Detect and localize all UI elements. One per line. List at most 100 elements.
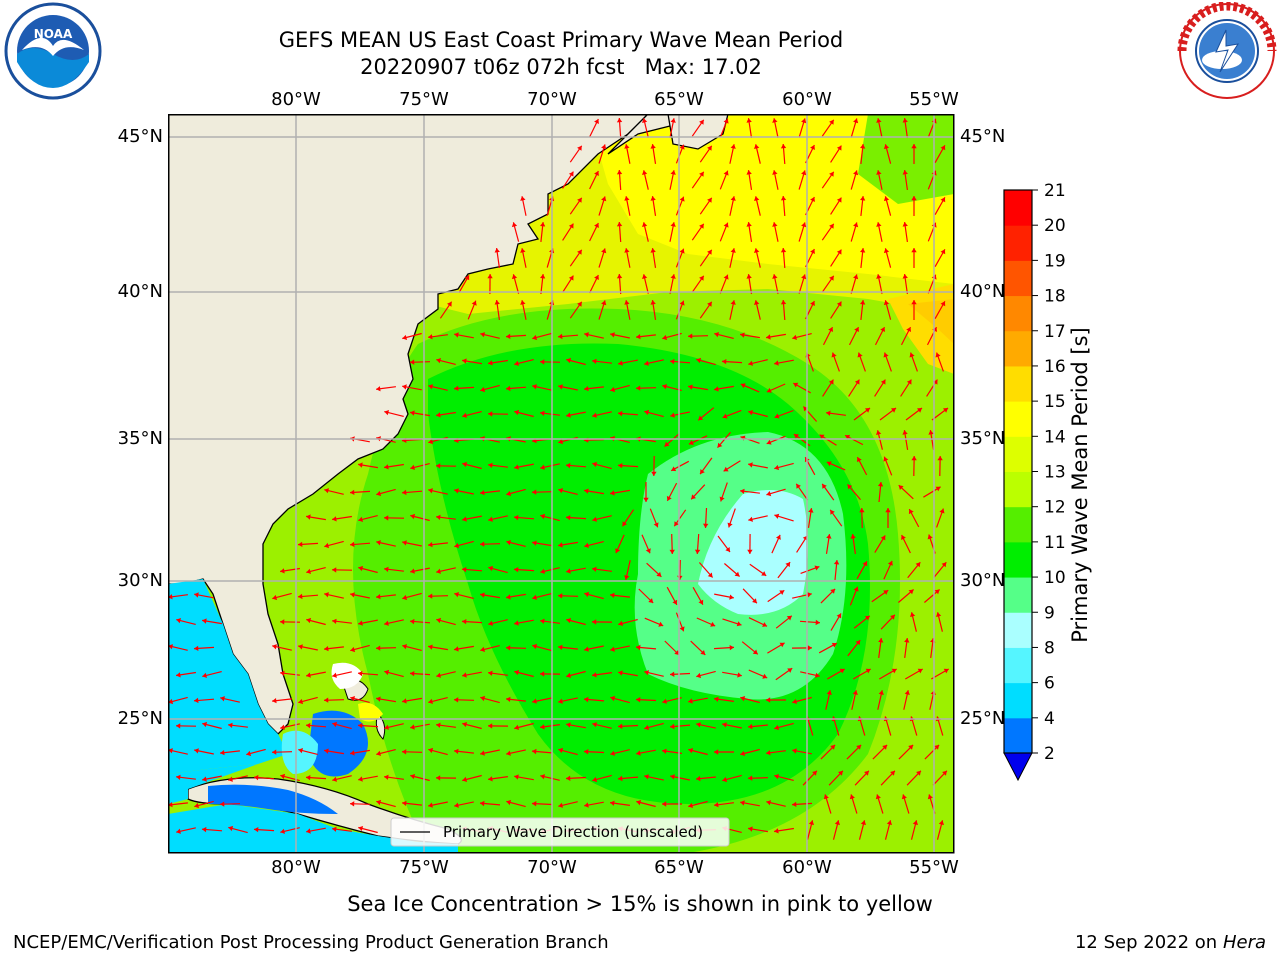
wave-arrow-head — [823, 794, 829, 800]
wave-arrow-head — [656, 571, 662, 577]
wave-arrow-head — [833, 560, 840, 565]
wave-arrow-head — [651, 471, 657, 476]
wave-arrow-head — [616, 118, 623, 123]
lat-label-left-35n: 35°N — [117, 428, 163, 449]
wave-arrow-head — [636, 800, 642, 806]
wave-arrow-head — [532, 540, 537, 546]
wave-arrow-head — [748, 410, 754, 416]
wave-arrow-head — [908, 589, 914, 595]
wave-arrow-head — [865, 408, 870, 413]
wave-arrow-head — [688, 748, 694, 754]
wave-arrow-head — [904, 690, 910, 695]
colorbar-tick-label: 10 — [1044, 568, 1066, 588]
wave-arrow-head — [943, 408, 948, 413]
wave-arrow-head — [883, 196, 890, 202]
wave-arrow-head — [324, 592, 329, 598]
wave-arrow-head — [670, 723, 675, 730]
colorbar-segment — [1004, 190, 1032, 226]
wave-arrow-head — [514, 670, 520, 676]
wave-arrow-head — [642, 274, 648, 279]
wave-arrow-head — [384, 566, 389, 572]
wave-arrow-head — [584, 646, 589, 652]
wave-arrow-head — [358, 776, 363, 782]
wave-arrow-head — [754, 300, 760, 305]
wave-arrow-head — [636, 750, 641, 756]
wave-arrow-head — [376, 540, 381, 546]
wave-arrow-head — [622, 521, 627, 527]
wave-arrow-head — [664, 441, 670, 447]
ocean-fill-8s — [698, 490, 808, 615]
wave-arrow-head — [740, 696, 746, 702]
wave-arrow-head — [935, 486, 941, 492]
wave-arrow-head — [272, 644, 277, 650]
wave-arrow-head — [584, 488, 589, 494]
wave-arrow-head — [748, 723, 753, 730]
wave-arrow-head — [883, 456, 889, 462]
wave-arrow-head — [644, 360, 649, 366]
wave-arrow-head — [943, 668, 949, 674]
wave-arrow-head — [910, 612, 916, 617]
wave-arrow-head — [746, 118, 752, 123]
wave-arrow-head — [662, 698, 667, 704]
wave-arrow-head — [917, 668, 923, 674]
wave-arrow-head — [384, 515, 389, 521]
wave-arrow-head — [577, 301, 582, 307]
colorbar-segment — [1004, 225, 1032, 261]
wave-arrow-head — [772, 118, 778, 123]
wave-arrow-head — [280, 568, 285, 574]
wave-arrow-head — [306, 722, 311, 729]
wave-arrow-head — [669, 549, 675, 554]
wave-arrow-head — [730, 248, 736, 253]
wave-arrow-head — [584, 332, 589, 338]
colorbar-segment — [1004, 717, 1032, 754]
wave-arrow-head — [532, 594, 537, 600]
wave-arrow-head — [306, 514, 311, 520]
wave-arrow-head — [766, 334, 771, 340]
wave-arrow-head — [176, 618, 181, 624]
wave-arrow-head — [877, 482, 884, 487]
wave-arrow-head — [202, 826, 207, 833]
wave-arrow-head — [815, 672, 820, 678]
wave-arrow-head — [774, 774, 779, 780]
wave-arrow-head — [592, 412, 597, 418]
wave-arrow-head — [662, 748, 667, 754]
wave-arrow-head — [864, 770, 869, 776]
wave-arrow-head — [610, 386, 616, 393]
wave-arrow-head — [939, 508, 945, 514]
wave-arrow-head — [885, 508, 891, 513]
wave-arrow-head — [928, 430, 934, 435]
wave-arrow-head — [610, 332, 615, 338]
wave-arrow-head — [384, 669, 390, 676]
wave-arrow-head — [723, 222, 729, 228]
wave-arrow-head — [194, 645, 199, 651]
wave-arrow-head — [566, 722, 571, 728]
wave-arrow-head — [566, 412, 571, 418]
wave-arrow-head — [436, 775, 441, 781]
wave-arrow-head — [714, 386, 719, 392]
wave-arrow-head — [272, 698, 277, 704]
wave-arrow-head — [402, 489, 407, 496]
wave-arrow-head — [228, 722, 233, 728]
colorbar-tick-label: 16 — [1044, 357, 1066, 377]
wave-arrow-head — [566, 515, 571, 521]
wave-arrow-head — [480, 541, 485, 547]
wave-arrow-head — [927, 534, 933, 540]
wave-arrow-head — [853, 170, 859, 176]
wave-arrow-head — [801, 118, 807, 124]
wave-arrow-head — [254, 827, 259, 833]
land-nova-scotia — [667, 114, 729, 150]
wave-arrow-head — [766, 387, 772, 393]
wave-arrow-head — [594, 171, 599, 176]
gulf-fill-4s-b — [168, 764, 258, 804]
wave-arrow-head — [194, 748, 199, 754]
bahamas-fill-yellow — [358, 702, 383, 722]
wave-arrow-head — [506, 750, 511, 756]
wave-arrow-head — [746, 274, 752, 279]
wave-arrow-head — [883, 144, 890, 150]
wave-arrow-head — [636, 644, 641, 651]
wave-arrow-head — [822, 483, 827, 489]
wave-arrow-head — [511, 222, 518, 228]
wave-arrow-head — [942, 770, 947, 776]
colorbar-tick-label: 11 — [1044, 533, 1066, 553]
wave-arrow-head — [829, 275, 834, 281]
